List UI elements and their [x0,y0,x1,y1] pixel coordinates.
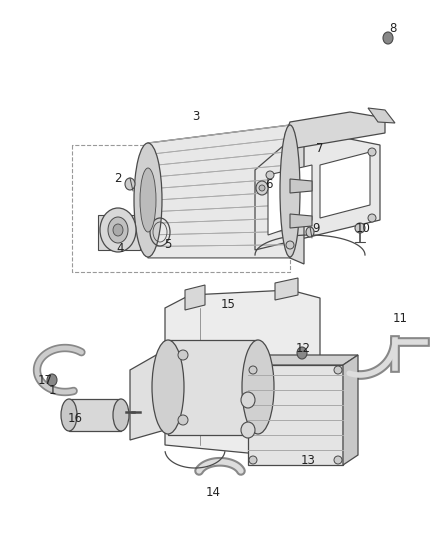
Polygon shape [69,399,121,431]
Text: 7: 7 [316,141,324,155]
Ellipse shape [256,181,268,195]
Ellipse shape [125,178,135,190]
Ellipse shape [286,241,294,249]
Ellipse shape [297,347,307,359]
Text: 8: 8 [389,21,397,35]
Ellipse shape [280,125,300,257]
Ellipse shape [241,392,255,408]
Ellipse shape [368,148,376,156]
Ellipse shape [241,422,255,438]
Ellipse shape [306,227,314,237]
Ellipse shape [47,374,57,386]
Ellipse shape [383,32,393,44]
Ellipse shape [108,217,128,243]
Text: 15: 15 [221,298,236,311]
Polygon shape [130,350,165,440]
Ellipse shape [178,415,188,425]
Polygon shape [248,365,343,465]
Ellipse shape [134,143,162,257]
Ellipse shape [334,456,342,464]
Text: 10: 10 [356,222,371,235]
Ellipse shape [100,208,136,252]
Text: 2: 2 [114,172,122,184]
Text: 9: 9 [312,222,320,235]
Text: 11: 11 [392,311,407,325]
Polygon shape [290,214,312,228]
Polygon shape [148,125,290,258]
Ellipse shape [242,340,274,434]
Text: 16: 16 [67,411,82,424]
Polygon shape [268,165,312,235]
Polygon shape [320,152,370,218]
Ellipse shape [178,350,188,360]
Polygon shape [343,355,358,465]
Polygon shape [165,290,320,460]
Ellipse shape [249,366,257,374]
Polygon shape [248,355,358,365]
Text: 12: 12 [296,342,311,354]
Polygon shape [98,215,140,250]
Ellipse shape [61,399,77,431]
Ellipse shape [355,223,365,233]
Ellipse shape [140,168,156,232]
Ellipse shape [266,171,274,179]
Text: 4: 4 [116,241,124,254]
Ellipse shape [113,224,123,236]
Text: 14: 14 [205,486,220,498]
Ellipse shape [249,456,257,464]
Text: 13: 13 [300,454,315,466]
Polygon shape [290,179,312,193]
Text: 3: 3 [192,109,200,123]
Polygon shape [255,135,380,250]
Ellipse shape [113,399,129,431]
Polygon shape [290,125,304,264]
Ellipse shape [259,185,265,191]
Ellipse shape [152,340,184,434]
Polygon shape [168,340,258,435]
Text: 5: 5 [164,238,172,252]
Polygon shape [275,278,298,300]
Text: 17: 17 [38,374,53,386]
Polygon shape [368,108,395,123]
Polygon shape [185,285,205,310]
Polygon shape [285,112,385,150]
Ellipse shape [368,214,376,222]
Text: 6: 6 [265,179,273,191]
Ellipse shape [334,366,342,374]
Text: 1: 1 [48,384,56,397]
